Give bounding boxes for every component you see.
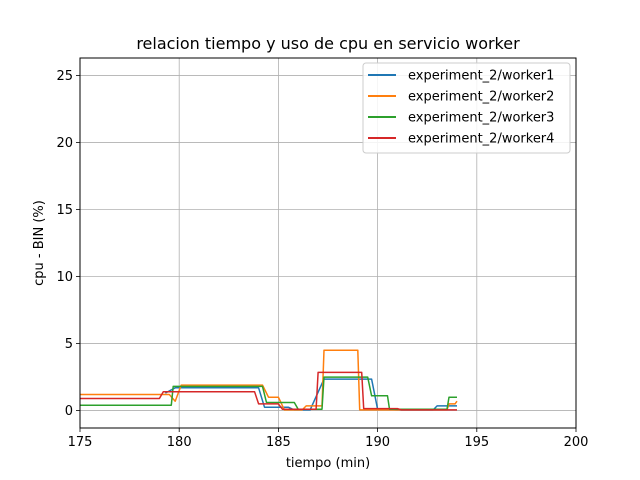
series-line	[80, 371, 457, 411]
x-tick-label: 195	[464, 435, 489, 450]
legend-label: experiment_2/worker1	[408, 69, 554, 84]
y-tick-label: 20	[56, 136, 73, 151]
y-axis-ticks: 0 5 10 15 20 25	[56, 69, 80, 419]
x-axis-ticks: 175 180 185 190 195 200	[68, 428, 589, 450]
x-tick-label: 185	[266, 435, 291, 450]
legend: experiment_2/worker1 experiment_2/worker2…	[362, 62, 571, 154]
x-tick-label: 190	[365, 435, 390, 450]
y-tick-label: 25	[56, 69, 73, 84]
y-tick-label: 15	[56, 203, 73, 218]
series-lines	[80, 349, 458, 411]
legend-box	[362, 62, 571, 154]
chart-title: relacion tiempo y uso de cpu en servicio…	[136, 34, 520, 53]
plot-frame	[79, 57, 577, 429]
legend-label: experiment_2/worker2	[408, 90, 554, 105]
y-tick-label: 5	[65, 337, 73, 352]
legend-label: experiment_2/worker3	[408, 111, 554, 126]
x-tick-label: 180	[167, 435, 192, 450]
y-tick-label: 0	[65, 404, 73, 419]
x-axis-label: tiempo (min)	[286, 456, 370, 471]
y-tick-label: 10	[56, 270, 73, 285]
x-tick-label: 200	[564, 435, 589, 450]
y-axis-label: cpu - BIN (%)	[32, 200, 47, 286]
x-tick-label: 175	[68, 435, 93, 450]
legend-label: experiment_2/worker4	[408, 132, 554, 147]
